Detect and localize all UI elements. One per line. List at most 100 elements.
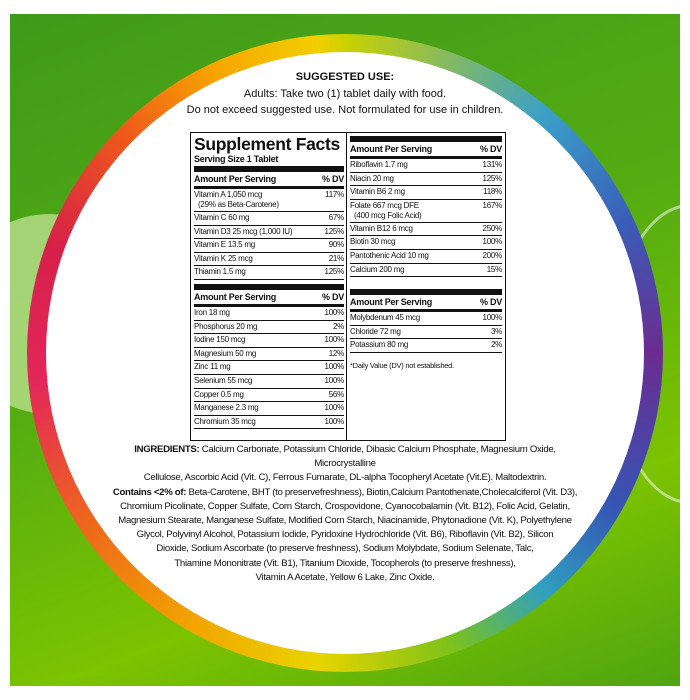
nutrient-name: Vitamin B6 2 mg <box>350 187 405 197</box>
nutrient-dv: 12% <box>328 348 345 358</box>
ingredients-text: Thiamine Mononitrate (Vit. B1), Titanium… <box>174 557 516 569</box>
suggested-use-line: Do not exceed suggested use. Not formula… <box>186 104 504 116</box>
nutrient-dv: 131% <box>482 160 503 169</box>
ingredients-label: Contains <2% of: <box>112 486 187 498</box>
ingredients-text: Dioxide, Sodium Ascorbate (to preserve f… <box>156 543 534 555</box>
nutrient-name: Potassium 80 mg <box>350 340 409 350</box>
suggested-use-title: SUGGESTED USE: <box>295 71 395 83</box>
ingredients-text: Chromium Picolinate, Copper Sulfate, Cor… <box>120 500 570 512</box>
nutrient-row: Biotin 30 mcg 100% <box>350 236 502 250</box>
nutrient-dv: 3% <box>490 326 502 336</box>
nutrient-row: Selenium 55 mcg 100% <box>194 375 344 389</box>
nutrient-row: Calcium 200 mg 15% <box>350 264 502 278</box>
header-dv: % DV <box>321 291 344 302</box>
nutrient-name: Riboflavin 1.7 mg <box>350 160 408 169</box>
nutrient-row: Copper 0.5 mg 56% <box>194 389 344 403</box>
serving-size: Serving Size 1 Tablet <box>194 154 344 172</box>
nutrient-row: Chromium 35 mcg 100% <box>194 416 344 430</box>
header-amount: Amount Per Serving <box>350 297 433 308</box>
nutrient-dv: 100% <box>324 375 345 385</box>
nutrient-dv: 125% <box>324 267 345 277</box>
nutrient-dv: 118% <box>483 187 502 197</box>
ingredients-label: INGREDIENTS: <box>134 444 200 455</box>
ingredients-line: Vitamin A Acetate, Yellow 6 Lake, Zinc O… <box>105 571 585 585</box>
nutrient-row: Vitamin K 25 mcg 21% <box>194 253 344 267</box>
nutrient-dv: 100% <box>324 335 345 345</box>
nutrient-dv: 100% <box>324 362 345 372</box>
nutrient-name: Iron 18 mg <box>194 307 230 317</box>
header-dv: % DV <box>321 174 344 184</box>
nutrient-row: Vitamin D3 25 mcg (1,000 IU) 125% <box>194 226 344 240</box>
nutrient-row: Vitamin B6 2 mg 118% <box>350 186 502 200</box>
nutrient-name: Zinc 11 mg <box>194 362 231 372</box>
nutrient-dv: 90% <box>328 240 345 250</box>
divider-bar <box>350 289 502 296</box>
nutrient-dv: 2% <box>490 340 502 350</box>
nutrient-name: Pantothenic Acid 10 mg <box>350 250 429 260</box>
ingredients-line: INGREDIENTS: Calcium Carbonate, Potassiu… <box>105 443 585 471</box>
nutrient-row: Phosphorus 20 mg 2% <box>194 321 344 335</box>
nutrient-dv: 167% <box>482 200 503 210</box>
nutrient-row: Riboflavin 1.7 mg 131% <box>350 159 502 173</box>
nutrient-name: Thiamin 1.5 mg <box>194 267 246 277</box>
nutrient-row: Thiamin 1.5 mg 125% <box>194 266 344 280</box>
nutrient-dv: 100% <box>324 403 345 413</box>
nutrient-dv: 100% <box>482 313 503 323</box>
nutrient-name: Biotin 30 mcg <box>350 237 396 247</box>
nutrient-name: Vitamin A 1,050 mcg <box>194 190 263 199</box>
nutrient-name: Calcium 200 mg <box>350 264 405 274</box>
ingredients-text: Vitamin A Acetate, Yellow 6 Lake, Zinc O… <box>255 571 435 583</box>
ingredients-line: Cellulose, Ascorbic Acid (Vit. C), Ferro… <box>105 471 585 485</box>
nutrient-dv: 100% <box>324 307 345 317</box>
nutrient-name: Vitamin C 60 mg <box>194 213 250 222</box>
ingredients-line: Glycol, Polyvinyl Alcohol, Potassium Iod… <box>105 528 585 542</box>
nutrient-dv: 125% <box>482 173 503 183</box>
nutrient-name: Vitamin K 25 mcg <box>194 253 253 263</box>
nutrient-name: Molybdenum 45 mcg <box>350 313 421 323</box>
nutrient-name: Iodine 150 mcg <box>194 335 246 345</box>
nutrient-dv: 100% <box>324 416 345 426</box>
nutrient-row: Chloride 72 mg 3% <box>350 326 502 340</box>
nutrient-name: Folate 667 mcg DFE <box>350 200 419 210</box>
nutrient-name: Selenium 55 mcg <box>194 375 253 385</box>
suggested-use-line: Adults: Take two (1) tablet daily with f… <box>243 88 447 100</box>
nutrient-row: Iodine 150 mcg 100% <box>194 334 344 348</box>
nutrient-name: Chromium 35 mcg <box>194 416 256 426</box>
supplement-facts-left: Supplement Facts Serving Size 1 Tablet A… <box>190 132 348 441</box>
ingredients-text: Calcium Carbonate, Potassium Chloride, D… <box>201 444 556 470</box>
ingredients-line: Thiamine Mononitrate (Vit. B1), Titanium… <box>105 557 585 571</box>
header-amount: Amount Per Serving <box>350 144 433 154</box>
nutrient-name: Magnesium 50 mg <box>194 348 257 358</box>
facts-header: Amount Per Serving % DV <box>350 142 502 159</box>
nutrient-dv: 21% <box>328 253 345 263</box>
facts-header: Amount Per Serving % DV <box>194 290 344 307</box>
nutrient-name: Phosphorus 20 mg <box>194 321 258 331</box>
nutrient-row: Iron 18 mg 100% <box>194 307 344 321</box>
nutrient-dv: 125% <box>324 226 345 236</box>
nutrient-row: Niacin 20 mg 125% <box>350 173 502 187</box>
nutrient-name: Vitamin E 13.5 mg <box>194 240 255 250</box>
nutrient-row: Folate 667 mcg DFE (400 mcg Folic Acid) 16… <box>350 200 502 223</box>
nutrient-row: Potassium 80 mg 2% <box>350 339 502 353</box>
nutrient-name: Chloride 72 mg <box>350 326 401 336</box>
divider-bar <box>350 136 502 142</box>
ingredients-text: Beta-Carotene, BHT (to preservefreshness… <box>188 486 578 498</box>
nutrient-dv: 67% <box>328 213 345 222</box>
nutrient-row: Vitamin C 60 mg 67% <box>194 212 344 226</box>
header-dv: % DV <box>479 297 502 308</box>
nutrient-row: Manganese 2.3 mg 100% <box>194 402 344 416</box>
ingredients-text: Glycol, Polyvinyl Alcohol, Potassium Iod… <box>136 529 554 541</box>
nutrient-name: Niacin 20 mg <box>350 173 394 183</box>
nutrient-name: Copper 0.5 mg <box>194 389 244 399</box>
ingredients-line: Dioxide, Sodium Ascorbate (to preserve f… <box>105 542 585 556</box>
nutrient-row: Pantothenic Acid 10 mg 200% <box>350 250 502 264</box>
nutrient-row: Zinc 11 mg 100% <box>194 361 344 375</box>
ingredients-line: Contains <2% of: Beta-Carotene, BHT (to … <box>105 486 585 500</box>
nutrient-dv: 56% <box>328 389 345 399</box>
nutrient-dv: 117% <box>325 190 344 199</box>
nutrient-name: Manganese 2.3 mg <box>194 403 259 413</box>
supplement-facts-right: Amount Per Serving % DV Riboflavin 1.7 mg… <box>346 132 506 441</box>
ingredients-line: Chromium Picolinate, Copper Sulfate, Cor… <box>105 500 585 514</box>
nutrient-row: Magnesium 50 mg 12% <box>194 348 344 362</box>
ingredients-text: Magnesium Stearate, Manganese Sulfate, M… <box>118 515 572 527</box>
